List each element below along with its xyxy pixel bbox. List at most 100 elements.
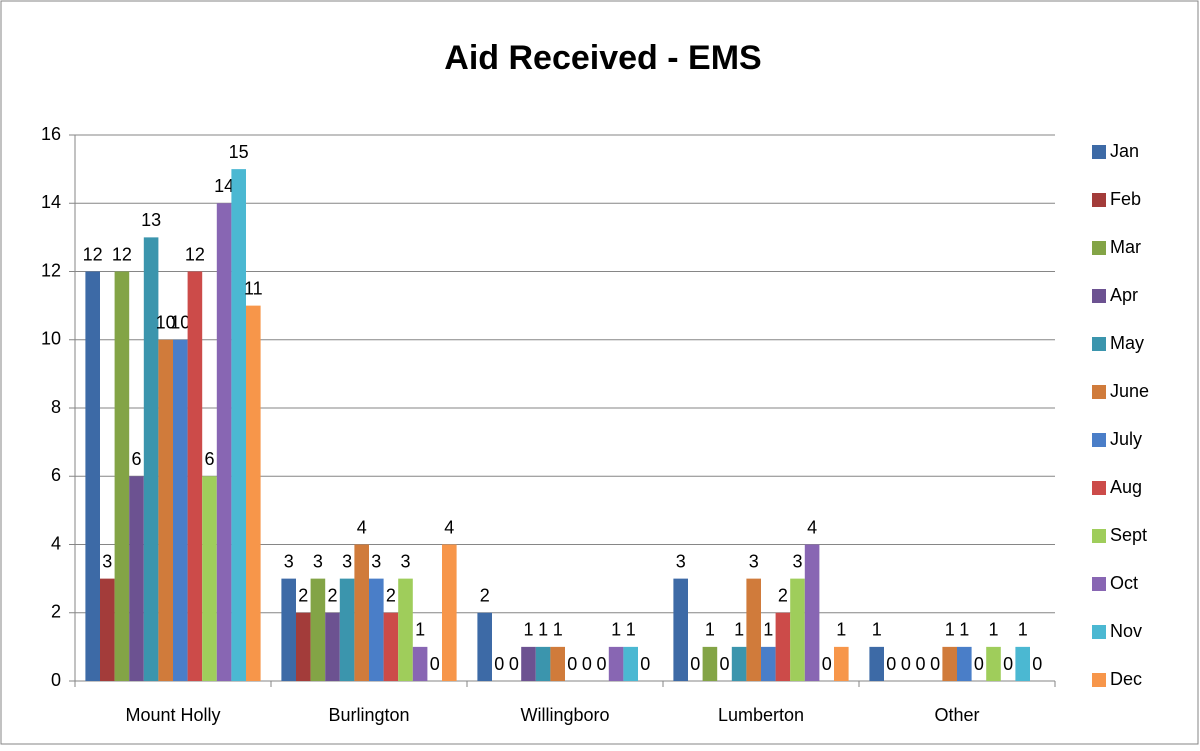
data-label: 3 xyxy=(676,551,686,571)
y-tick-label: 4 xyxy=(51,533,61,553)
bar xyxy=(100,578,115,681)
data-label: 2 xyxy=(327,586,337,606)
legend-label: June xyxy=(1110,381,1149,401)
legend-label: Oct xyxy=(1110,573,1138,593)
data-label: 10 xyxy=(170,313,190,333)
bar xyxy=(804,544,820,681)
legend-swatch xyxy=(1092,625,1106,639)
bar xyxy=(216,203,232,681)
x-tick-label: Other xyxy=(934,705,979,725)
data-label: 13 xyxy=(141,210,161,230)
data-label: 0 xyxy=(509,654,519,674)
bar xyxy=(354,544,369,681)
bar xyxy=(869,646,884,681)
y-tick-label: 0 xyxy=(51,670,61,690)
bar xyxy=(85,271,100,681)
data-label: 1 xyxy=(705,620,715,640)
legend-swatch xyxy=(1092,193,1106,207)
bar xyxy=(310,578,326,681)
data-label: 12 xyxy=(112,244,132,264)
legend-swatch xyxy=(1092,337,1106,351)
data-label: 1 xyxy=(626,620,636,640)
data-label: 1 xyxy=(763,620,773,640)
bar xyxy=(339,578,355,681)
bar xyxy=(114,271,130,681)
bar xyxy=(477,612,492,681)
data-label: 3 xyxy=(284,551,294,571)
data-label: 1 xyxy=(959,620,969,640)
legend-label: May xyxy=(1110,333,1144,353)
data-label: 2 xyxy=(298,586,308,606)
data-label: 12 xyxy=(83,244,103,264)
chart-title: Aid Received - EMS xyxy=(444,39,761,77)
bar xyxy=(129,476,144,681)
y-tick-label: 8 xyxy=(51,397,61,417)
data-label: 1 xyxy=(872,620,882,640)
data-label: 10 xyxy=(156,313,176,333)
data-label: 0 xyxy=(1032,654,1042,674)
bar xyxy=(187,271,203,681)
legend-swatch xyxy=(1092,241,1106,255)
bar xyxy=(442,544,457,681)
data-label: 6 xyxy=(131,449,141,469)
data-label: 0 xyxy=(582,654,592,674)
data-label: 12 xyxy=(185,244,205,264)
data-label: 0 xyxy=(886,654,896,674)
data-label: 1 xyxy=(1018,620,1028,640)
data-label: 0 xyxy=(567,654,577,674)
data-label: 3 xyxy=(102,551,112,571)
legend-label: Sept xyxy=(1110,525,1147,545)
bar xyxy=(246,305,261,681)
data-label: 2 xyxy=(778,586,788,606)
data-label: 0 xyxy=(974,654,984,674)
data-label: 4 xyxy=(357,517,367,537)
data-label: 1 xyxy=(836,620,846,640)
data-label: 0 xyxy=(494,654,504,674)
bar xyxy=(369,578,384,681)
x-tick-label: Mount Holly xyxy=(125,705,220,725)
legend-label: Apr xyxy=(1110,285,1138,305)
legend-label: Feb xyxy=(1110,189,1141,209)
data-label: 4 xyxy=(444,517,454,537)
data-label: 11 xyxy=(244,278,263,298)
data-label: 0 xyxy=(430,654,440,674)
data-label: 0 xyxy=(719,654,729,674)
y-tick-label: 12 xyxy=(41,260,61,280)
data-label: 0 xyxy=(915,654,925,674)
bar xyxy=(143,237,159,681)
y-tick-label: 10 xyxy=(41,329,61,349)
bar xyxy=(673,578,688,681)
data-label: 1 xyxy=(988,620,998,640)
y-tick-label: 2 xyxy=(51,602,61,622)
data-label: 2 xyxy=(480,586,490,606)
data-label: 1 xyxy=(553,620,563,640)
legend-swatch xyxy=(1092,577,1106,591)
bar xyxy=(325,612,340,681)
legend-swatch xyxy=(1092,529,1106,543)
bar xyxy=(550,646,565,681)
bar xyxy=(775,612,791,681)
data-label: 6 xyxy=(204,449,214,469)
legend-label: Jan xyxy=(1110,141,1139,161)
data-label: 4 xyxy=(807,517,817,537)
bar xyxy=(383,612,399,681)
bar xyxy=(761,646,776,681)
bar xyxy=(521,646,536,681)
data-label: 14 xyxy=(214,176,234,196)
legend-label: Dec xyxy=(1110,669,1142,689)
legend-swatch xyxy=(1092,289,1106,303)
y-tick-label: 6 xyxy=(51,465,61,485)
data-label: 3 xyxy=(792,551,802,571)
bar xyxy=(535,646,551,681)
data-label: 0 xyxy=(596,654,606,674)
data-label: 1 xyxy=(538,620,548,640)
data-label: 1 xyxy=(611,620,621,640)
data-label: 3 xyxy=(749,551,759,571)
data-label: 0 xyxy=(690,654,700,674)
bar xyxy=(702,646,718,681)
bar xyxy=(202,476,217,681)
bar xyxy=(231,169,246,681)
data-label: 3 xyxy=(371,551,381,571)
data-label: 0 xyxy=(640,654,650,674)
